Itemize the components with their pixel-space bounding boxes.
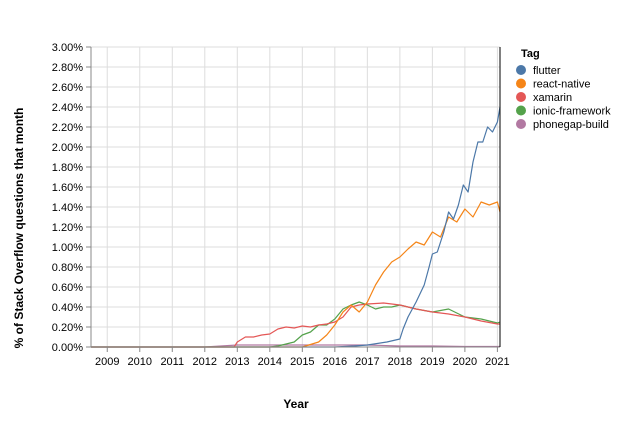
x-tick-label: 2021 (485, 356, 509, 368)
legend-label-flutter: flutter (533, 65, 561, 77)
x-tick-label: 2012 (193, 356, 217, 368)
x-tick-label: 2009 (95, 356, 119, 368)
y-tick-label: 0.60% (52, 282, 83, 294)
y-tick-label: 1.20% (52, 222, 83, 234)
y-tick-label: 1.40% (52, 202, 83, 214)
grid (91, 46, 500, 348)
y-tick-label: 2.80% (52, 62, 83, 74)
x-tick-label: 2010 (128, 356, 152, 368)
legend-label-xamarin: xamarin (533, 92, 572, 104)
y-tick-label: 1.00% (52, 242, 83, 254)
x-tick-label: 2019 (420, 356, 444, 368)
series-line-flutter (91, 106, 501, 348)
legend-swatch-phonegap-build (516, 119, 526, 129)
x-tick-label: 2017 (355, 356, 379, 368)
legend-swatch-xamarin (516, 92, 526, 102)
legend-swatch-ionic-framework (516, 105, 526, 116)
legend-title: Tag (521, 48, 540, 60)
series-lines (91, 106, 501, 348)
y-axis-title: % of Stack Overflow questions that month (12, 108, 26, 349)
y-tick-label: 2.20% (52, 122, 83, 134)
x-tick-label: 2011 (160, 356, 184, 368)
series-line-react-native (91, 201, 501, 348)
y-tick-label: 0.00% (52, 342, 83, 354)
y-tick-label: 2.00% (52, 142, 83, 154)
x-tick-label: 2016 (323, 356, 347, 368)
legend-label-react-native: react-native (533, 79, 590, 91)
series-line-phonegap-build (91, 344, 500, 348)
legend-swatch-react-native (516, 78, 526, 89)
x-ticks: 2009 2010 2011 2012 2013 2014 2015 2016 2017 2018… (95, 347, 510, 368)
x-tick-label: 2014 (258, 356, 282, 368)
y-tick-label: 0.20% (52, 322, 83, 334)
y-ticks: 0.00% 0.20% 0.40% 0.60% 0.80% 1.00% 1.20% 1.40%… (52, 42, 91, 354)
y-tick-label: 0.80% (52, 262, 83, 274)
y-tick-label: 0.40% (52, 302, 83, 314)
x-tick-label: 2018 (388, 356, 412, 368)
y-tick-label: 2.40% (52, 102, 83, 114)
series-line-ionic-framework (91, 301, 501, 348)
y-tick-label: 2.60% (52, 82, 83, 94)
y-tick-label: 1.60% (52, 182, 83, 194)
y-tick-label: 3.00% (52, 42, 83, 54)
x-axis-title: Year (283, 397, 309, 411)
x-tick-label: 2020 (453, 356, 477, 368)
legend-label-ionic-framework: ionic-framework (533, 106, 611, 118)
x-tick-label: 2015 (290, 356, 314, 368)
series-line-xamarin (91, 302, 500, 348)
x-tick-label: 2013 (225, 356, 249, 368)
legend-swatch-flutter (516, 65, 526, 75)
y-tick-label: 1.80% (52, 162, 83, 174)
legend-label-phonegap-build: phonegap-build (533, 119, 609, 131)
